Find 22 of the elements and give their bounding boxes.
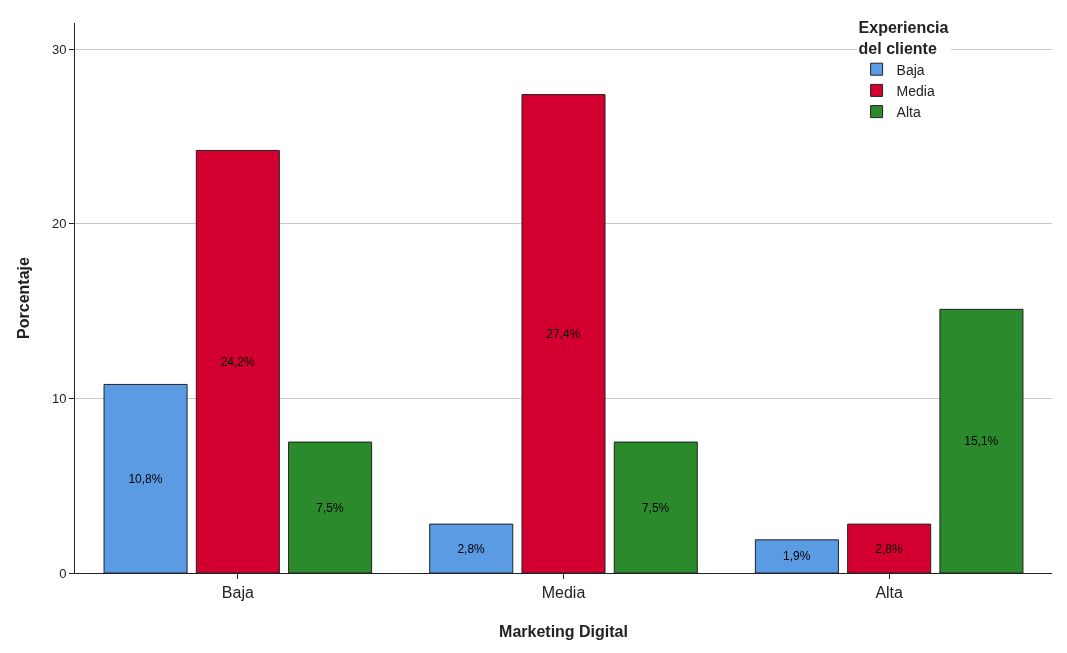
x-tick-label: Alta <box>875 584 904 602</box>
y-tick-label: 10 <box>51 390 67 406</box>
data-label: 7,5% <box>641 500 670 515</box>
y-tick-label: 20 <box>51 216 67 232</box>
y-axis-title: Porcentaje <box>14 256 32 339</box>
data-label: 2,8% <box>875 541 904 556</box>
legend-label: Alta <box>896 104 921 121</box>
data-label: 2,8% <box>457 541 486 556</box>
x-tick-label: Baja <box>221 584 254 602</box>
legend-label: Baja <box>896 61 925 78</box>
data-label: 24,2% <box>220 354 256 369</box>
data-label: 15,1% <box>964 434 999 449</box>
y-tick-label: 30 <box>51 41 67 57</box>
x-tick-label: Media <box>541 584 586 602</box>
x-axis-title: Marketing Digital <box>499 622 628 640</box>
legend-label: Media <box>896 82 935 99</box>
legend-title: Experiencia del cliente <box>858 18 949 57</box>
y-tick-label: 0 <box>59 565 67 581</box>
data-label: 7,5% <box>316 500 344 515</box>
data-label: 10,8% <box>128 471 163 486</box>
data-label: 27,4% <box>546 326 581 341</box>
data-label: 1,9% <box>783 549 811 564</box>
